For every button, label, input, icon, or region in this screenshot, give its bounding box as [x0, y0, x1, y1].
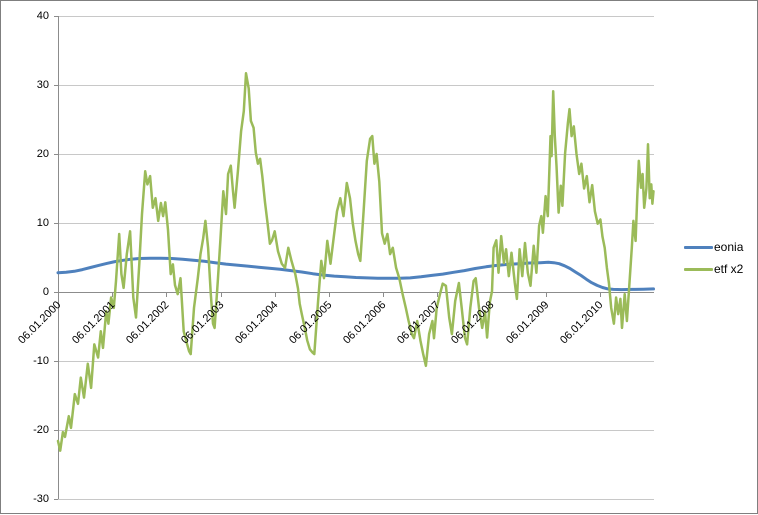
etf-x2-line-swatch — [684, 267, 713, 271]
y-axis-tick-label: -10 — [33, 355, 49, 367]
y-axis-tick-label: 20 — [36, 148, 49, 160]
legend: eonia etf x2 — [684, 236, 743, 280]
eonia-line-swatch — [684, 245, 713, 249]
legend-label-etf-x2: etf x2 — [714, 262, 744, 276]
legend-item-eonia[interactable]: eonia — [684, 236, 743, 258]
y-axis-tick-label: -20 — [33, 424, 49, 436]
legend-item-etf-x2[interactable]: etf x2 — [684, 258, 743, 280]
y-axis-tick-label: 40 — [36, 10, 49, 22]
y-axis-tick-label: 0 — [42, 286, 49, 298]
y-axis-tick-label: 30 — [36, 79, 49, 91]
series-line-etf-x2 — [56, 72, 655, 452]
y-axis-tick-label: 10 — [36, 217, 49, 229]
y-axis-tick-label: -30 — [33, 493, 49, 505]
legend-label-eonia: eonia — [714, 240, 744, 254]
series-line-eonia — [56, 256, 655, 292]
